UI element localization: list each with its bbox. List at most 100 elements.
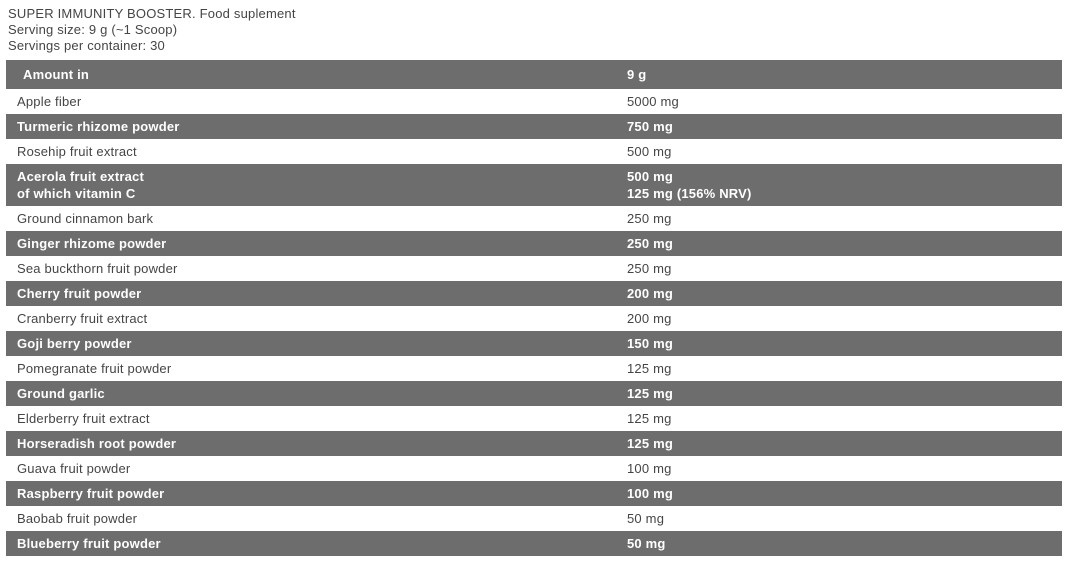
table-row: Elderberry fruit extract 125 mg [6, 406, 1062, 431]
ingredient-name-cell: Apple fiber [6, 89, 627, 114]
ingredient-name-cell: Acerola fruit extract of which vitamin C [6, 164, 627, 206]
table-row: Blueberry fruit powder 50 mg [6, 531, 1062, 556]
amount-cell: 100 mg [627, 481, 1062, 506]
amount-cell: 50 mg [627, 506, 1062, 531]
amount-cell: 750 mg [627, 114, 1062, 139]
amount-line: 250 mg [627, 261, 672, 276]
ingredient-name-line: Turmeric rhizome powder [17, 119, 180, 134]
ingredient-name-line: Baobab fruit powder [17, 511, 138, 526]
table-row: Guava fruit powder 100 mg [6, 456, 1062, 481]
amount-line: 100 mg [627, 486, 674, 501]
amount-line: 250 mg [627, 236, 674, 251]
ingredient-name-cell: Ground garlic [6, 381, 627, 406]
product-meta: SUPER IMMUNITY BOOSTER. Food suplement S… [6, 6, 1062, 54]
table-row: Baobab fruit powder 50 mg [6, 506, 1062, 531]
ingredient-name-cell: Ground cinnamon bark [6, 206, 627, 231]
amount-in-header: Amount in [23, 67, 90, 82]
table-row: Cranberry fruit extract 200 mg [6, 306, 1062, 331]
ingredient-name-line: Acerola fruit extract [17, 169, 145, 184]
ingredient-name-line: Blueberry fruit powder [17, 536, 161, 551]
amount-cell: 125 mg [627, 431, 1062, 456]
ingredient-name-line: Rosehip fruit extract [17, 144, 137, 159]
ingredient-name-line: Pomegranate fruit powder [17, 361, 172, 376]
serving-amount-header: 9 g [627, 67, 647, 82]
ingredient-name-line: Cherry fruit powder [17, 286, 142, 301]
table-header-row: Amount in 9 g [6, 60, 1062, 89]
table-row: Apple fiber 5000 mg [6, 89, 1062, 114]
table-row: Turmeric rhizome powder 750 mg [6, 114, 1062, 139]
ingredient-name-line: Raspberry fruit powder [17, 486, 165, 501]
amount-cell: 125 mg [627, 356, 1062, 381]
table-row: Goji berry powder 150 mg [6, 331, 1062, 356]
ingredient-name-cell: Sea buckthorn fruit powder [6, 256, 627, 281]
ingredient-name-line: Ground cinnamon bark [17, 211, 154, 226]
ingredient-name-cell: Horseradish root powder [6, 431, 627, 456]
ingredient-name-cell: Guava fruit powder [6, 456, 627, 481]
ingredient-name-cell: Raspberry fruit powder [6, 481, 627, 506]
amount-cell: 125 mg [627, 381, 1062, 406]
table-row: Raspberry fruit powder 100 mg [6, 481, 1062, 506]
ingredient-name-cell: Baobab fruit powder [6, 506, 627, 531]
serving-size: Serving size: 9 g (~1 Scoop) [8, 22, 178, 37]
ingredient-name-line: Guava fruit powder [17, 461, 131, 476]
amount-line: 125 mg [627, 436, 674, 451]
ingredient-name-cell: Cranberry fruit extract [6, 306, 627, 331]
table-row: Sea buckthorn fruit powder 250 mg [6, 256, 1062, 281]
ingredient-name-cell: Pomegranate fruit powder [6, 356, 627, 381]
amount-cell: 50 mg [627, 531, 1062, 556]
amount-cell: 100 mg [627, 456, 1062, 481]
amount-cell: 5000 mg [627, 89, 1062, 114]
table-row: Ground cinnamon bark 250 mg [6, 206, 1062, 231]
ingredient-name-cell: Goji berry powder [6, 331, 627, 356]
amount-line: 200 mg [627, 311, 672, 326]
ingredient-name-cell: Cherry fruit powder [6, 281, 627, 306]
amount-line: 50 mg [627, 511, 665, 526]
amount-line: 250 mg [627, 211, 672, 226]
amount-cell: 250 mg [627, 231, 1062, 256]
ingredient-name-line: Apple fiber [17, 94, 82, 109]
amount-cell: 150 mg [627, 331, 1062, 356]
ingredient-name-line: Horseradish root powder [17, 436, 177, 451]
table-row: Ground garlic 125 mg [6, 381, 1062, 406]
table-row: Horseradish root powder 125 mg [6, 431, 1062, 456]
ingredient-name-cell: Rosehip fruit extract [6, 139, 627, 164]
amount-line: 500 mg [627, 144, 672, 159]
amount-cell: 200 mg [627, 306, 1062, 331]
table-row: Acerola fruit extract of which vitamin C … [6, 164, 1062, 206]
ingredient-name-line: Ginger rhizome powder [17, 236, 167, 251]
amount-line: 100 mg [627, 461, 672, 476]
amount-line: 5000 mg [627, 94, 679, 109]
amount-cell: 500 mg 125 mg (156% NRV) [627, 164, 1062, 206]
table-row: Cherry fruit powder 200 mg [6, 281, 1062, 306]
ingredient-name-cell: Blueberry fruit powder [6, 531, 627, 556]
servings-per-container: Servings per container: 30 [8, 38, 165, 53]
ingredient-name-line: of which vitamin C [17, 186, 136, 201]
amount-line: 125 mg [627, 411, 672, 426]
amount-line: 500 mg [627, 169, 674, 184]
ingredient-name-line: Elderberry fruit extract [17, 411, 150, 426]
ingredient-name-line: Cranberry fruit extract [17, 311, 148, 326]
ingredient-name-cell: Elderberry fruit extract [6, 406, 627, 431]
amount-line: 50 mg [627, 536, 666, 551]
amount-cell: 250 mg [627, 256, 1062, 281]
table-row: Pomegranate fruit powder 125 mg [6, 356, 1062, 381]
amount-cell: 200 mg [627, 281, 1062, 306]
ingredient-name-line: Sea buckthorn fruit powder [17, 261, 178, 276]
nutrition-table: Amount in 9 g Apple fiber 5000 mg Turmer… [6, 60, 1062, 556]
table-row: Ginger rhizome powder 250 mg [6, 231, 1062, 256]
ingredient-name-line: Ground garlic [17, 386, 105, 401]
table-body: Apple fiber 5000 mg Turmeric rhizome pow… [6, 89, 1062, 556]
ingredient-name-cell: Turmeric rhizome powder [6, 114, 627, 139]
amount-line: 750 mg [627, 119, 674, 134]
amount-line: 125 mg (156% NRV) [627, 186, 752, 201]
amount-line: 200 mg [627, 286, 674, 301]
amount-cell: 250 mg [627, 206, 1062, 231]
table-row: Rosehip fruit extract 500 mg [6, 139, 1062, 164]
amount-line: 125 mg [627, 386, 674, 401]
amount-line: 150 mg [627, 336, 674, 351]
amount-line: 125 mg [627, 361, 672, 376]
amount-cell: 500 mg [627, 139, 1062, 164]
product-title: SUPER IMMUNITY BOOSTER. Food suplement [8, 6, 296, 21]
ingredient-name-cell: Ginger rhizome powder [6, 231, 627, 256]
